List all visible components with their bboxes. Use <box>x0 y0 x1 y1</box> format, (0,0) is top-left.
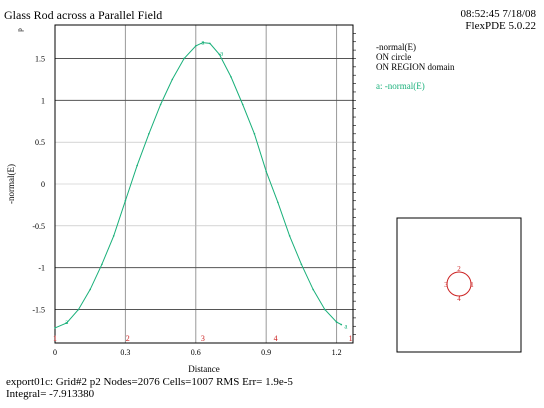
series-point <box>335 321 338 323</box>
series-label-mark: a <box>201 39 205 47</box>
x-tick-label: 0.6 <box>191 348 201 357</box>
run-time: 08:52:45 7/18/08 <box>460 8 536 20</box>
software-version: FlexPDE 5.0.22 <box>465 20 536 32</box>
inset-marker: 1 <box>470 281 474 289</box>
inset-marker: 4 <box>457 295 461 303</box>
series-point <box>112 235 115 237</box>
chart-title: Glass Rod across a Parallel Field <box>4 8 163 22</box>
marker-layer: 1 2 3 4 1 <box>53 334 353 343</box>
legend-line-path: ON circle <box>376 52 412 62</box>
series-label-mark: a <box>65 318 69 326</box>
series-label-mark: a <box>344 322 348 330</box>
y-tick-label: 1 <box>41 96 45 105</box>
boundary-marker: 4 <box>274 334 278 343</box>
series-point <box>277 201 279 204</box>
y-tick-label: -1.5 <box>32 306 45 315</box>
series-point <box>136 164 138 167</box>
legend-series-entry: a: -normal(E) <box>376 81 425 91</box>
series-line <box>54 42 342 329</box>
boundary-marker: 1 <box>53 334 57 343</box>
run-stamp: 08:52:45 7/18/08 FlexPDE 5.0.22 <box>461 8 536 32</box>
y-axis-symbol: p <box>16 28 24 32</box>
series-point <box>183 57 185 60</box>
x-tick-label: 1.2 <box>332 348 342 357</box>
series-point <box>324 308 326 311</box>
x-tick-label: 0.3 <box>120 348 130 357</box>
y-axis-title: -normal(E) <box>6 164 16 204</box>
grid-layer <box>54 25 353 343</box>
inset-rod-circle <box>446 271 472 297</box>
y-tick-label: -0.5 <box>32 222 45 231</box>
series-point <box>241 103 244 106</box>
x-axis-title: Distance <box>188 364 220 374</box>
inset-diagram: 2 3 4 1 <box>396 217 522 353</box>
series-point <box>194 45 197 47</box>
series-point <box>265 170 267 173</box>
series-point <box>312 288 314 291</box>
series-point <box>288 235 291 237</box>
y-tick-label: 0 <box>41 180 45 189</box>
series-point <box>148 132 150 135</box>
boundary-marker: 2 <box>126 334 130 343</box>
series-point <box>340 323 343 326</box>
x-tick-label: 0.9 <box>261 348 271 357</box>
series-point <box>230 76 232 78</box>
series-point <box>209 42 211 45</box>
series-point <box>300 263 303 266</box>
series-point <box>54 327 56 329</box>
series-point <box>65 322 68 324</box>
boundary-marker: 3 <box>201 334 205 343</box>
y-tick-label: 0.5 <box>35 138 45 147</box>
series-point <box>171 78 174 81</box>
integral-line: Integral= -7.913380 <box>6 388 95 400</box>
series-point <box>202 41 204 44</box>
y-tick-label: 1.5 <box>35 54 45 63</box>
axes-layer <box>54 24 356 344</box>
series-point <box>101 263 103 266</box>
inset-marker: 3 <box>444 281 448 289</box>
series-point <box>124 199 127 202</box>
inset-frame <box>396 217 522 353</box>
series-point <box>218 53 221 56</box>
y-tick-label: -1 <box>38 264 45 273</box>
series-layer <box>54 41 343 329</box>
series-point <box>77 308 80 311</box>
legend-line-quantity: -normal(E) <box>376 42 416 52</box>
legend-line-region: ON REGION domain <box>376 62 455 72</box>
run-summary: export01c: Grid#2 p2 Nodes=2076 Cells=10… <box>6 376 293 400</box>
x-tick-label: 0 <box>53 348 57 357</box>
series-label-mark: a <box>220 49 224 57</box>
inset-marker: 2 <box>457 265 461 273</box>
series-point <box>159 103 162 106</box>
run-summary-line: export01c: Grid#2 p2 Nodes=2076 Cells=10… <box>6 376 293 388</box>
boundary-marker: 1 <box>349 334 353 343</box>
series-point <box>253 132 256 135</box>
legend: -normal(E) ON circle ON REGION domain a:… <box>376 42 455 91</box>
series-point <box>89 288 91 291</box>
text-layer: 0 0.3 0.6 0.9 1.2 -1.5 -1 -0.5 0 0.5 1 1.5 Distance -… <box>6 28 348 374</box>
